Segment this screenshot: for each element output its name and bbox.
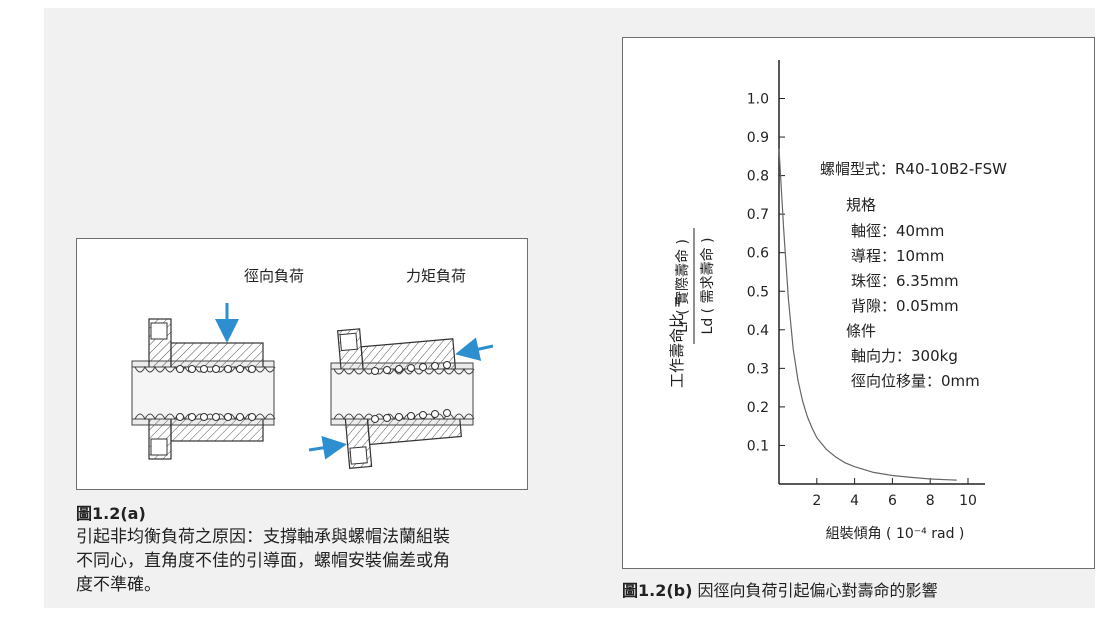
figure-b-caption: 圖1.2(b) 因徑向負荷引起偏心對壽命的影響 <box>622 577 938 601</box>
spec-shaft-dia: 軸徑：40mm <box>851 222 944 240</box>
figure-a-number: 圖1.2(a) <box>76 504 146 523</box>
y-fraction-numerator: Lr ( 實際壽命 ) <box>674 239 691 333</box>
x-tick-label: 2 <box>812 493 821 509</box>
y-ticks: 0.1 0.2 0.3 0.4 0.5 0.6 0.7 0.8 0.9 1.0 <box>747 92 785 454</box>
y-fraction-denominator: Ld ( 需求壽命 ) <box>699 238 716 335</box>
y-tick-label: 0.3 <box>747 361 769 377</box>
y-tick-label: 0.7 <box>747 207 769 223</box>
spec-lead: 導程：10mm <box>851 247 944 265</box>
radial-load-label: 徑向負荷 <box>243 267 304 285</box>
caption-a-line: 度不準確。 <box>76 575 161 595</box>
moment-load-nut-diagram <box>308 328 494 469</box>
series-line <box>778 148 957 481</box>
y-tick-label: 1.0 <box>747 92 769 108</box>
spec-nut-type: 螺帽型式：R40-10B2-FSW <box>820 160 1007 178</box>
spec-ball-dia: 珠徑：6.35mm <box>851 272 959 290</box>
y-tick-label: 0.1 <box>747 438 769 454</box>
figure-b-frame: 0.1 0.2 0.3 0.4 0.5 0.6 0.7 0.8 0.9 1.0 2 4 6 8 10 工作… <box>622 37 1095 569</box>
x-axis-title: 組裝傾角 ( 10⁻⁴ rad ) <box>826 526 965 542</box>
figure-a-frame: 徑向負荷 力矩負荷 <box>76 238 528 490</box>
y-tick-label: 0.5 <box>747 284 769 300</box>
caption-a-line: 引起非均衡負荷之原因：支撐軸承與螺帽法蘭組裝 <box>76 527 450 547</box>
y-tick-label: 0.9 <box>747 130 769 146</box>
radial-load-nut-diagram <box>131 303 276 460</box>
condition-radial-disp: 徑向位移量：0mm <box>851 372 980 390</box>
x-ticks: 2 4 6 8 10 <box>812 478 977 509</box>
condition-axial-force: 軸向力：300kg <box>851 347 958 365</box>
caption-a-line: 不同心，直角度不佳的引導面，螺帽安裝偏差或角 <box>76 551 450 571</box>
x-tick-label: 10 <box>959 493 977 509</box>
x-tick-label: 4 <box>850 493 859 509</box>
nut-diagrams <box>131 303 494 469</box>
spec-heading: 規格 <box>846 196 876 214</box>
figure-b-caption-text: 因徑向負荷引起偏心對壽命的影響 <box>692 581 938 600</box>
x-tick-label: 6 <box>888 493 897 509</box>
moment-load-label: 力矩負荷 <box>405 267 466 285</box>
life-ratio-chart: 0.1 0.2 0.3 0.4 0.5 0.6 0.7 0.8 0.9 1.0 2 4 6 8 10 工作… <box>668 60 1007 542</box>
spec-backlash: 背隙：0.05mm <box>851 297 959 315</box>
y-tick-label: 0.6 <box>747 246 769 262</box>
y-tick-label: 0.8 <box>747 169 769 185</box>
y-tick-label: 0.4 <box>747 323 769 339</box>
y-axis-title: 工作壽命比 = <box>668 296 686 388</box>
figure-a-caption: 圖1.2(a) 引起非均衡負荷之原因：支撐軸承與螺帽法蘭組裝 不同心，直角度不佳… <box>76 503 546 597</box>
x-tick-label: 8 <box>926 493 935 509</box>
condition-heading: 條件 <box>846 322 876 340</box>
y-tick-label: 0.2 <box>747 400 769 416</box>
figure-b-number: 圖1.2(b) <box>622 581 693 600</box>
